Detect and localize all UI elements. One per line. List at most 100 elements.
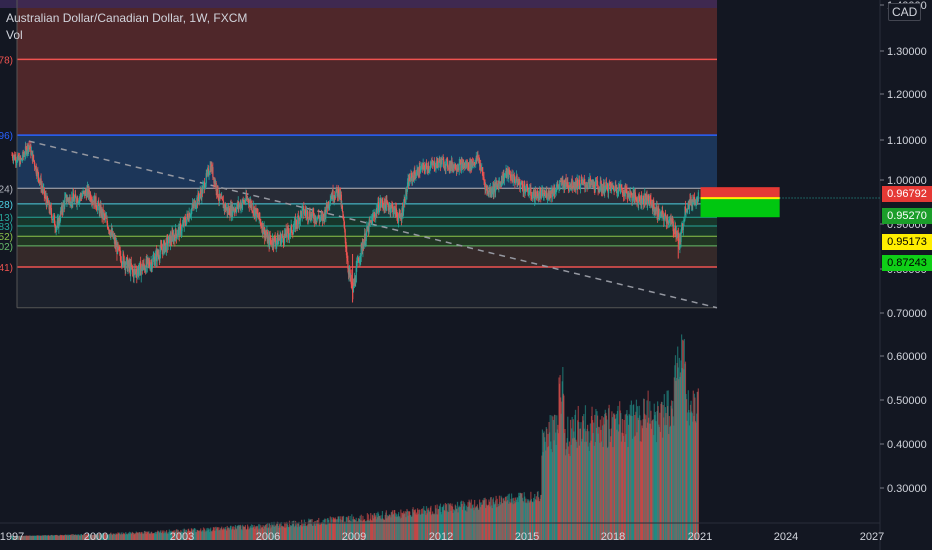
candle-body [328,201,330,207]
candle-body [631,193,633,201]
candle-body [121,263,124,265]
candle-body [461,161,463,163]
candle-body [24,146,27,155]
candle-body [311,213,313,218]
candle-body [641,198,644,204]
candle-body [658,216,660,218]
candle-body [159,245,162,253]
candle-body [108,228,110,231]
lime-fib-zone [17,236,717,246]
candle-body [238,205,240,208]
candle-body [98,201,100,206]
candle-body [602,188,604,193]
candle-body [429,169,431,171]
candle-body [356,261,358,263]
candle-body [58,217,60,228]
candle-body [451,160,453,169]
candle-body [337,188,340,198]
candle-body [357,258,360,261]
candle-body [379,203,381,211]
candle-body [55,227,57,231]
candle-body [79,197,81,199]
candle-body [122,253,125,257]
candle-body [356,262,358,268]
candle-body [539,191,541,194]
candle-body [344,229,346,239]
candle-body [346,251,348,259]
candle-body [174,229,176,242]
candle-body [534,199,536,201]
candle-body [635,196,637,198]
candle-body [38,177,40,183]
candle-body [172,232,174,234]
candle-body [68,198,70,202]
candle-body [511,174,513,181]
candle-body [103,213,105,216]
candle-body [328,204,330,207]
candle-body [225,208,227,211]
candle-body [109,230,111,234]
candle-body [170,236,172,241]
candle-body [486,187,488,192]
candle-body [308,218,310,220]
candle-body [207,168,210,176]
candle-body [123,256,125,266]
candle-body [655,207,657,212]
candle-body [297,215,299,225]
candle-body [651,202,653,206]
grey-fib-zone [17,188,717,204]
candle-body [147,258,149,260]
candle-body [573,185,575,188]
candle-body [603,182,605,193]
price-tag: 0.95173 [882,234,932,250]
candle-body [404,198,406,205]
candle-body [517,180,519,185]
candle-body [176,235,178,239]
candle-body [191,207,193,210]
candle-body [388,207,390,211]
candle-body [697,192,699,202]
candle-body [32,154,35,161]
candle-body [195,205,197,208]
candle-body [283,233,286,244]
bottom-fib-zone [17,266,717,308]
candle-body [431,161,433,164]
candle-body [296,219,298,225]
candle-body [260,225,262,227]
candle-body [140,268,142,276]
candle-body [351,284,353,286]
candle-body [56,227,58,229]
candle-body [154,253,157,262]
fib-level-label: 02) [0,242,13,253]
candle-body [662,210,664,213]
symbol-title[interactable]: Australian Dollar/Canadian Dollar, 1W, F… [6,11,248,25]
candle-body [428,165,430,171]
candle-body [617,186,620,193]
candle-body [659,212,662,214]
candle-body [475,159,477,165]
volume-indicator-label[interactable]: Vol [6,28,23,42]
candle-body [291,232,293,234]
candle-body [443,159,445,168]
candle-body [269,235,271,241]
candle-body [503,175,505,182]
candle-body [563,180,566,189]
candle-body [122,253,124,264]
price-tick-label: 1.30000 [887,46,927,58]
candle-body [587,182,589,188]
candle-body [244,201,246,203]
candle-body [335,191,337,198]
candle-body [81,195,83,199]
candle-body [487,190,489,193]
candle-body [447,167,449,169]
candle-body [303,206,305,215]
candle-body [21,158,23,160]
candle-body [546,198,548,200]
lower-fib-zone [17,245,717,267]
candle-body [634,192,636,197]
candle-body [580,179,582,185]
candle-body [46,196,49,202]
candle-body [467,162,470,170]
